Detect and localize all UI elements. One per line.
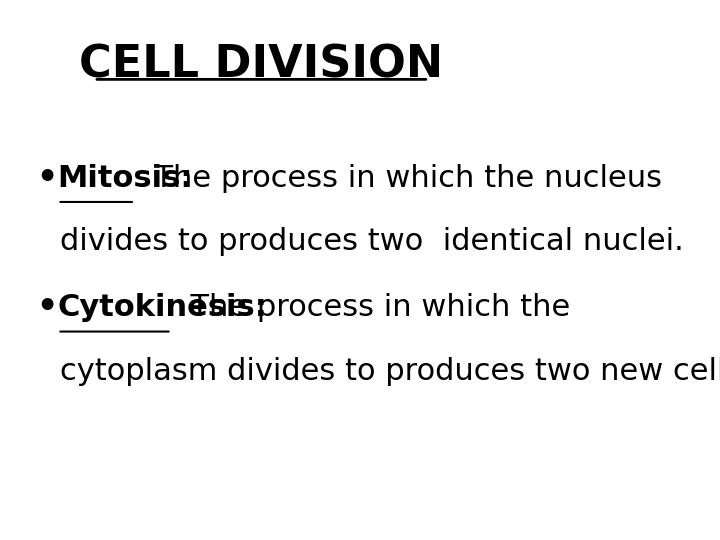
Text: Cytokinesis:: Cytokinesis: xyxy=(58,293,267,322)
Text: •: • xyxy=(37,161,58,195)
Text: •: • xyxy=(37,291,58,325)
Text: The process in which the nucleus: The process in which the nucleus xyxy=(135,164,662,193)
Text: CELL DIVISION: CELL DIVISION xyxy=(79,43,444,86)
Text: divides to produces two  identical nuclei.: divides to produces two identical nuclei… xyxy=(60,227,684,256)
Text: cytoplasm divides to produces two new cells.: cytoplasm divides to produces two new ce… xyxy=(60,357,720,386)
Text: The process in which the: The process in which the xyxy=(171,293,571,322)
Text: Mitosis:: Mitosis: xyxy=(58,164,193,193)
